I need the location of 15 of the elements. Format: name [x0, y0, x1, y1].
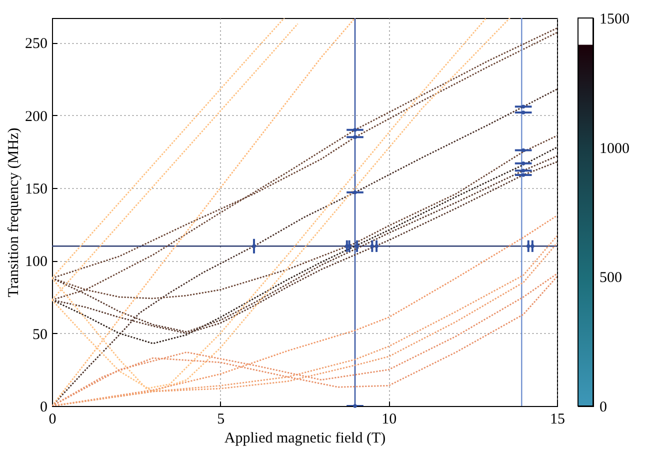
x-tick-label: 5 [217, 412, 225, 428]
y-tick-label: 50 [32, 326, 48, 343]
y-tick-label: 200 [25, 108, 48, 125]
y-tick-label: 100 [25, 254, 48, 270]
x-tick-label: 10 [382, 412, 397, 428]
color-bar-label: 0 [600, 400, 607, 416]
x-tick-label: 15 [550, 412, 565, 428]
y-axis-title: Transition frequency (MHz) [6, 128, 22, 298]
y-tick-label: 150 [25, 182, 48, 198]
x-axis-title: Applied magnetic field (T) [224, 430, 386, 446]
color-bar-label: 1000 [600, 140, 630, 157]
color-bar-label: 1500 [600, 12, 630, 28]
color-bar-label: 500 [600, 270, 622, 286]
y-tick-label: 0 [40, 400, 48, 416]
y-tick-label: 250 [25, 36, 48, 52]
